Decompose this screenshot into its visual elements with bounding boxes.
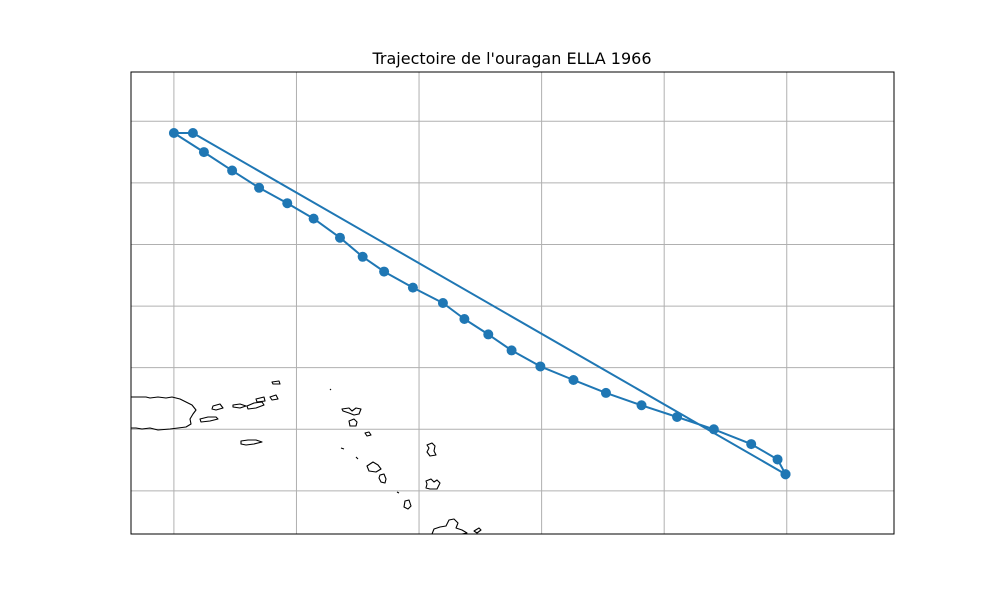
track-point-5	[254, 182, 265, 193]
coastline-antigua	[366, 461, 387, 484]
coastline-guadeloupe	[425, 478, 441, 490]
track-point-24	[780, 469, 791, 480]
track-point-20	[672, 411, 683, 422]
track-point-3	[198, 147, 209, 158]
chart-title: Trajectoire de l'ouragan ELLA 1966	[371, 49, 651, 68]
hurricane-track	[172, 132, 787, 476]
track-point-10	[379, 266, 390, 277]
coastline-anguilla	[329, 388, 332, 391]
coastline-puerto-rico	[131, 396, 197, 431]
track-point-8	[334, 232, 345, 243]
track-point-22	[746, 439, 757, 450]
track-point-21	[708, 424, 719, 435]
track-point-16	[535, 361, 546, 372]
coastline-redonda	[403, 499, 412, 510]
track-point-17	[568, 375, 579, 385]
track-point-4	[227, 165, 238, 176]
coastline-st-kitts	[340, 431, 372, 460]
track-point-6	[282, 198, 293, 209]
track-point-9	[357, 251, 368, 262]
coastline-montserrat	[396, 491, 400, 494]
track-point-15	[506, 345, 517, 356]
coastlines	[131, 380, 482, 535]
track-point-7	[308, 213, 319, 224]
track-point-11	[407, 282, 418, 293]
track-point-14	[483, 329, 494, 340]
map-gridlines	[131, 72, 894, 534]
coastline-barbuda	[426, 442, 437, 457]
track-point-2	[168, 127, 179, 138]
hurricane-track-points	[168, 127, 791, 480]
track-line-0	[172, 132, 787, 476]
map-frame	[130, 71, 895, 535]
track-point-23	[772, 454, 783, 465]
coastline-virgin-islands	[211, 380, 281, 411]
coastline-st-martin	[341, 407, 362, 427]
track-point-19	[636, 400, 647, 411]
coastline-st-croix	[199, 416, 219, 423]
track-point-12	[437, 298, 448, 308]
track-point-18	[600, 387, 611, 398]
coastline-dominica	[431, 518, 482, 535]
coastline-vieques	[240, 439, 263, 446]
track-point-1	[187, 127, 198, 138]
track-point-13	[459, 314, 470, 325]
